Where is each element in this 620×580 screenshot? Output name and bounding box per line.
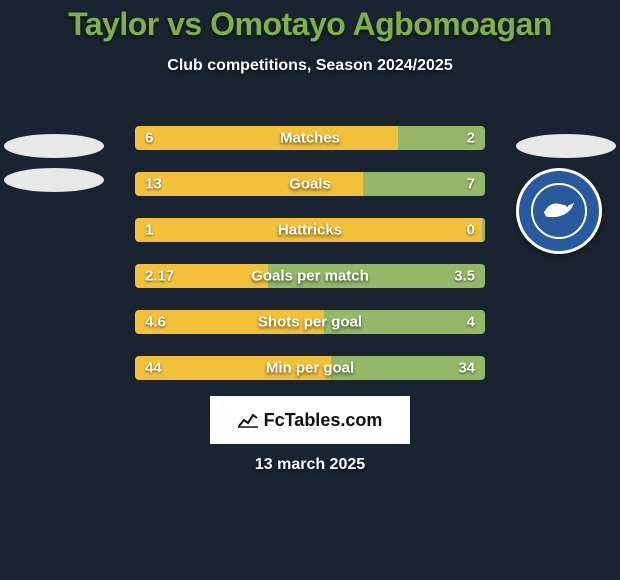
bar-label: Matches (135, 130, 485, 147)
watermark-text: FcTables.com (264, 410, 383, 431)
comparison-subtitle: Club competitions, Season 2024/2025 (0, 57, 620, 75)
bar-row: 4434Min per goal (135, 356, 485, 380)
bar-label: Goals (135, 176, 485, 193)
bar-label: Min per goal (135, 360, 485, 377)
bar-label: Hattricks (135, 222, 485, 239)
bar-row: 137Goals (135, 172, 485, 196)
placeholder-ellipse-icon (516, 134, 616, 158)
linnet-bird-icon (540, 195, 578, 225)
placeholder-ellipse-icon (4, 134, 104, 158)
player-right-logo-area (516, 124, 616, 264)
bar-row: 2.173.5Goals per match (135, 264, 485, 288)
bar-label: Goals per match (135, 268, 485, 285)
comparison-title: Taylor vs Omotayo Agbomoagan (0, 0, 620, 43)
placeholder-ellipse-icon (4, 168, 104, 192)
bar-row: 62Matches (135, 126, 485, 150)
comparison-bars: 62Matches 137Goals 10Hattricks 2.173.5Goals… (135, 126, 485, 402)
bar-label: Shots per goal (135, 314, 485, 331)
player-left-logo-area (4, 124, 104, 264)
fctables-watermark: FcTables.com (210, 396, 410, 444)
club-badge-icon (516, 168, 602, 254)
generation-date: 13 march 2025 (0, 456, 620, 474)
bar-row: 10Hattricks (135, 218, 485, 242)
bar-row: 4.64Shots per goal (135, 310, 485, 334)
chart-icon (238, 412, 258, 428)
